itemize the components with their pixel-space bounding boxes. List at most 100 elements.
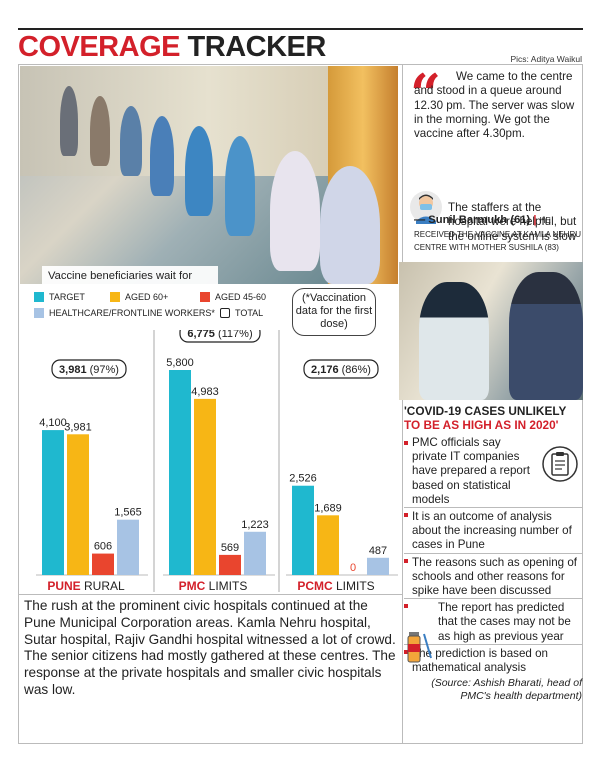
health-worker-figure <box>270 151 320 271</box>
quote-mark-icon: “ <box>410 62 441 126</box>
bar-aged-45-60 <box>219 554 241 575</box>
group-label: PMC LIMITS <box>179 579 248 592</box>
bar-aged-60- <box>317 515 339 575</box>
legend-aged60: AGED 60+ <box>110 292 168 302</box>
bullet-text: It is an outcome of analysis about the i… <box>412 510 572 552</box>
legend-swatch-aged60 <box>110 292 120 302</box>
quote-box: “ We came to the centre and stood in a q… <box>404 66 582 262</box>
chart-bottom-rule <box>18 594 403 595</box>
group-label-rest: LIMITS <box>205 579 247 592</box>
vaccination-shot-photo <box>399 262 583 400</box>
legend-aged60-label: AGED 60+ <box>125 292 169 302</box>
group-label-rest: LIMITS <box>333 579 375 592</box>
total-badge <box>303 359 379 379</box>
bar-healthcare-frontline-workers- <box>367 557 389 575</box>
total-percent: (97%) <box>87 364 119 376</box>
avatar-masked-man-icon <box>410 191 442 224</box>
person-figure <box>120 106 142 176</box>
bullet-text: The prediction is based on mathematical … <box>412 646 548 675</box>
bullet-text: The report has predicted that the cases … <box>438 601 571 643</box>
group-label-bold: PCMC <box>297 579 333 592</box>
article-body-text: The rush at the prominent civic hospital… <box>24 598 396 697</box>
quote-author: — Sunil Barmukh (61) | HE RECEIVED THE V… <box>414 214 584 255</box>
total-badge <box>51 359 127 379</box>
vaccine-vial-icon <box>407 632 432 663</box>
group-label: PCMC LIMITS <box>297 579 374 592</box>
bar-healthcare-frontline-workers- <box>117 519 139 575</box>
bar-target <box>292 485 314 575</box>
total-value: 3,981 <box>59 364 87 376</box>
legend-healthcare: HEALTHCARE/FRONTLINE WORKERS* <box>34 308 215 318</box>
group-label-bold: PMC <box>179 579 206 592</box>
bar-value-label: 5,800 <box>166 357 194 369</box>
bar-value-label: 3,981 <box>64 421 92 433</box>
bar-value-label: 4,100 <box>39 417 67 429</box>
bar-value-label: 606 <box>94 541 112 553</box>
legend-aged45: AGED 45-60 <box>200 292 266 302</box>
person-figure <box>185 126 213 216</box>
person-figure <box>150 116 174 196</box>
bar-value-label: 1,565 <box>114 507 142 519</box>
photo-credit: Pics: Aditya Waikul <box>510 54 583 64</box>
quote-author-name: — Sunil Barmukh (61) <box>414 214 531 226</box>
photo1-caption: Vaccine beneficiaries wait for their tur… <box>42 266 218 284</box>
bar-value-label: 569 <box>221 542 239 554</box>
covid-cases-sidebox: 'COVID-19 CASES UNLIKELY TO BE AS HIGH A… <box>404 404 582 703</box>
quote-author-note: HE RECEIVED THE VACCINE AT KAMLA NEHRU C… <box>414 216 582 252</box>
legend-target: TARGET <box>34 292 85 302</box>
quote-text2: The staffers at the hospital were helpfu… <box>448 201 577 243</box>
total-percent: (86%) <box>339 364 371 376</box>
bar-target <box>42 430 64 575</box>
vaccination-bar-chart: 4,100 3,981 606 1,565 3,981 (97%) PUNE RURAL 5… <box>24 330 402 592</box>
photo2-recipient-figure <box>419 282 489 400</box>
group-label-rest: RURAL <box>81 579 125 592</box>
bar-aged-45-60 <box>92 553 114 575</box>
title-part1: COVERAGE <box>18 31 180 63</box>
bar-value-label: 487 <box>369 545 387 557</box>
bar-value-label: 0 <box>350 562 356 574</box>
total-badge-text: 3,981 (97%) <box>59 364 119 376</box>
content-frame <box>18 64 583 744</box>
report-clipboard-icon <box>542 446 578 482</box>
bullet-item: The reasons such as opening of schools a… <box>404 552 582 599</box>
total-badge-text: 2,176 (86%) <box>311 364 371 376</box>
bar-healthcare-frontline-workers- <box>244 531 266 575</box>
legend-aged45-label: AGED 45-60 <box>215 292 267 302</box>
bar-value-label: 2,526 <box>289 473 317 485</box>
vaccination-data-note: (*Vaccination data for the first dose) <box>292 288 376 336</box>
total-value: 6,775 <box>187 330 215 340</box>
legend-total: TOTAL <box>220 308 263 318</box>
group-label-bold: PUNE <box>47 579 80 592</box>
photo2-nurse-figure <box>509 272 583 400</box>
bar-value-label: 1,223 <box>241 519 269 531</box>
bullet-item: The prediction is based on mathematical … <box>404 643 582 675</box>
group-label: PUNE RURAL <box>47 579 125 592</box>
page-title: COVERAGE TRACKER <box>18 32 326 62</box>
beneficiary-figure <box>320 166 380 284</box>
total-badge <box>179 330 261 343</box>
bar-aged-60- <box>67 434 89 575</box>
bullet-item: PMC officials say private IT companies h… <box>404 436 582 507</box>
top-rule <box>18 28 583 30</box>
legend-total-label: TOTAL <box>235 308 264 318</box>
sidebox-title-line1: 'COVID-19 CASES UNLIKELY <box>404 404 567 418</box>
legend-swatch-target <box>34 292 44 302</box>
sidebox-title: 'COVID-19 CASES UNLIKELY TO BE AS HIGH A… <box>404 404 582 432</box>
legend-swatch-total <box>220 308 230 318</box>
legend-swatch-aged45 <box>200 292 210 302</box>
quote-text: We came to the centre and stood in a que… <box>414 70 575 141</box>
bullet-item: It is an outcome of analysis about the i… <box>404 507 582 553</box>
bar-aged-60- <box>194 398 216 575</box>
bar-value-label: 1,689 <box>314 502 342 514</box>
vaccination-queue-photo: Vaccine beneficiaries wait for their tur… <box>20 66 398 284</box>
bullet-text: The reasons such as opening of schools a… <box>412 555 577 598</box>
quote-text-continued: The staffers at the hospital were helpfu… <box>414 201 582 244</box>
total-percent: (117%) <box>215 330 253 340</box>
total-value: 2,176 <box>311 364 339 376</box>
person-figure <box>60 86 78 156</box>
legend-healthcare-label: HEALTHCARE/FRONTLINE WORKERS* <box>49 308 215 318</box>
total-badge-text: 6,775 (117%) <box>187 330 252 340</box>
sidebox-bullets: PMC officials say private IT companies h… <box>404 436 582 675</box>
bar-target <box>169 370 191 575</box>
